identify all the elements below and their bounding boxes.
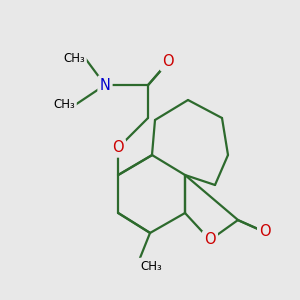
Text: CH₃: CH₃ (140, 260, 162, 272)
Text: O: O (259, 224, 271, 239)
Text: O: O (112, 140, 124, 155)
Text: CH₃: CH₃ (63, 52, 85, 64)
Text: CH₃: CH₃ (53, 98, 75, 112)
Text: O: O (162, 55, 174, 70)
Text: N: N (100, 77, 110, 92)
Text: O: O (204, 232, 216, 247)
